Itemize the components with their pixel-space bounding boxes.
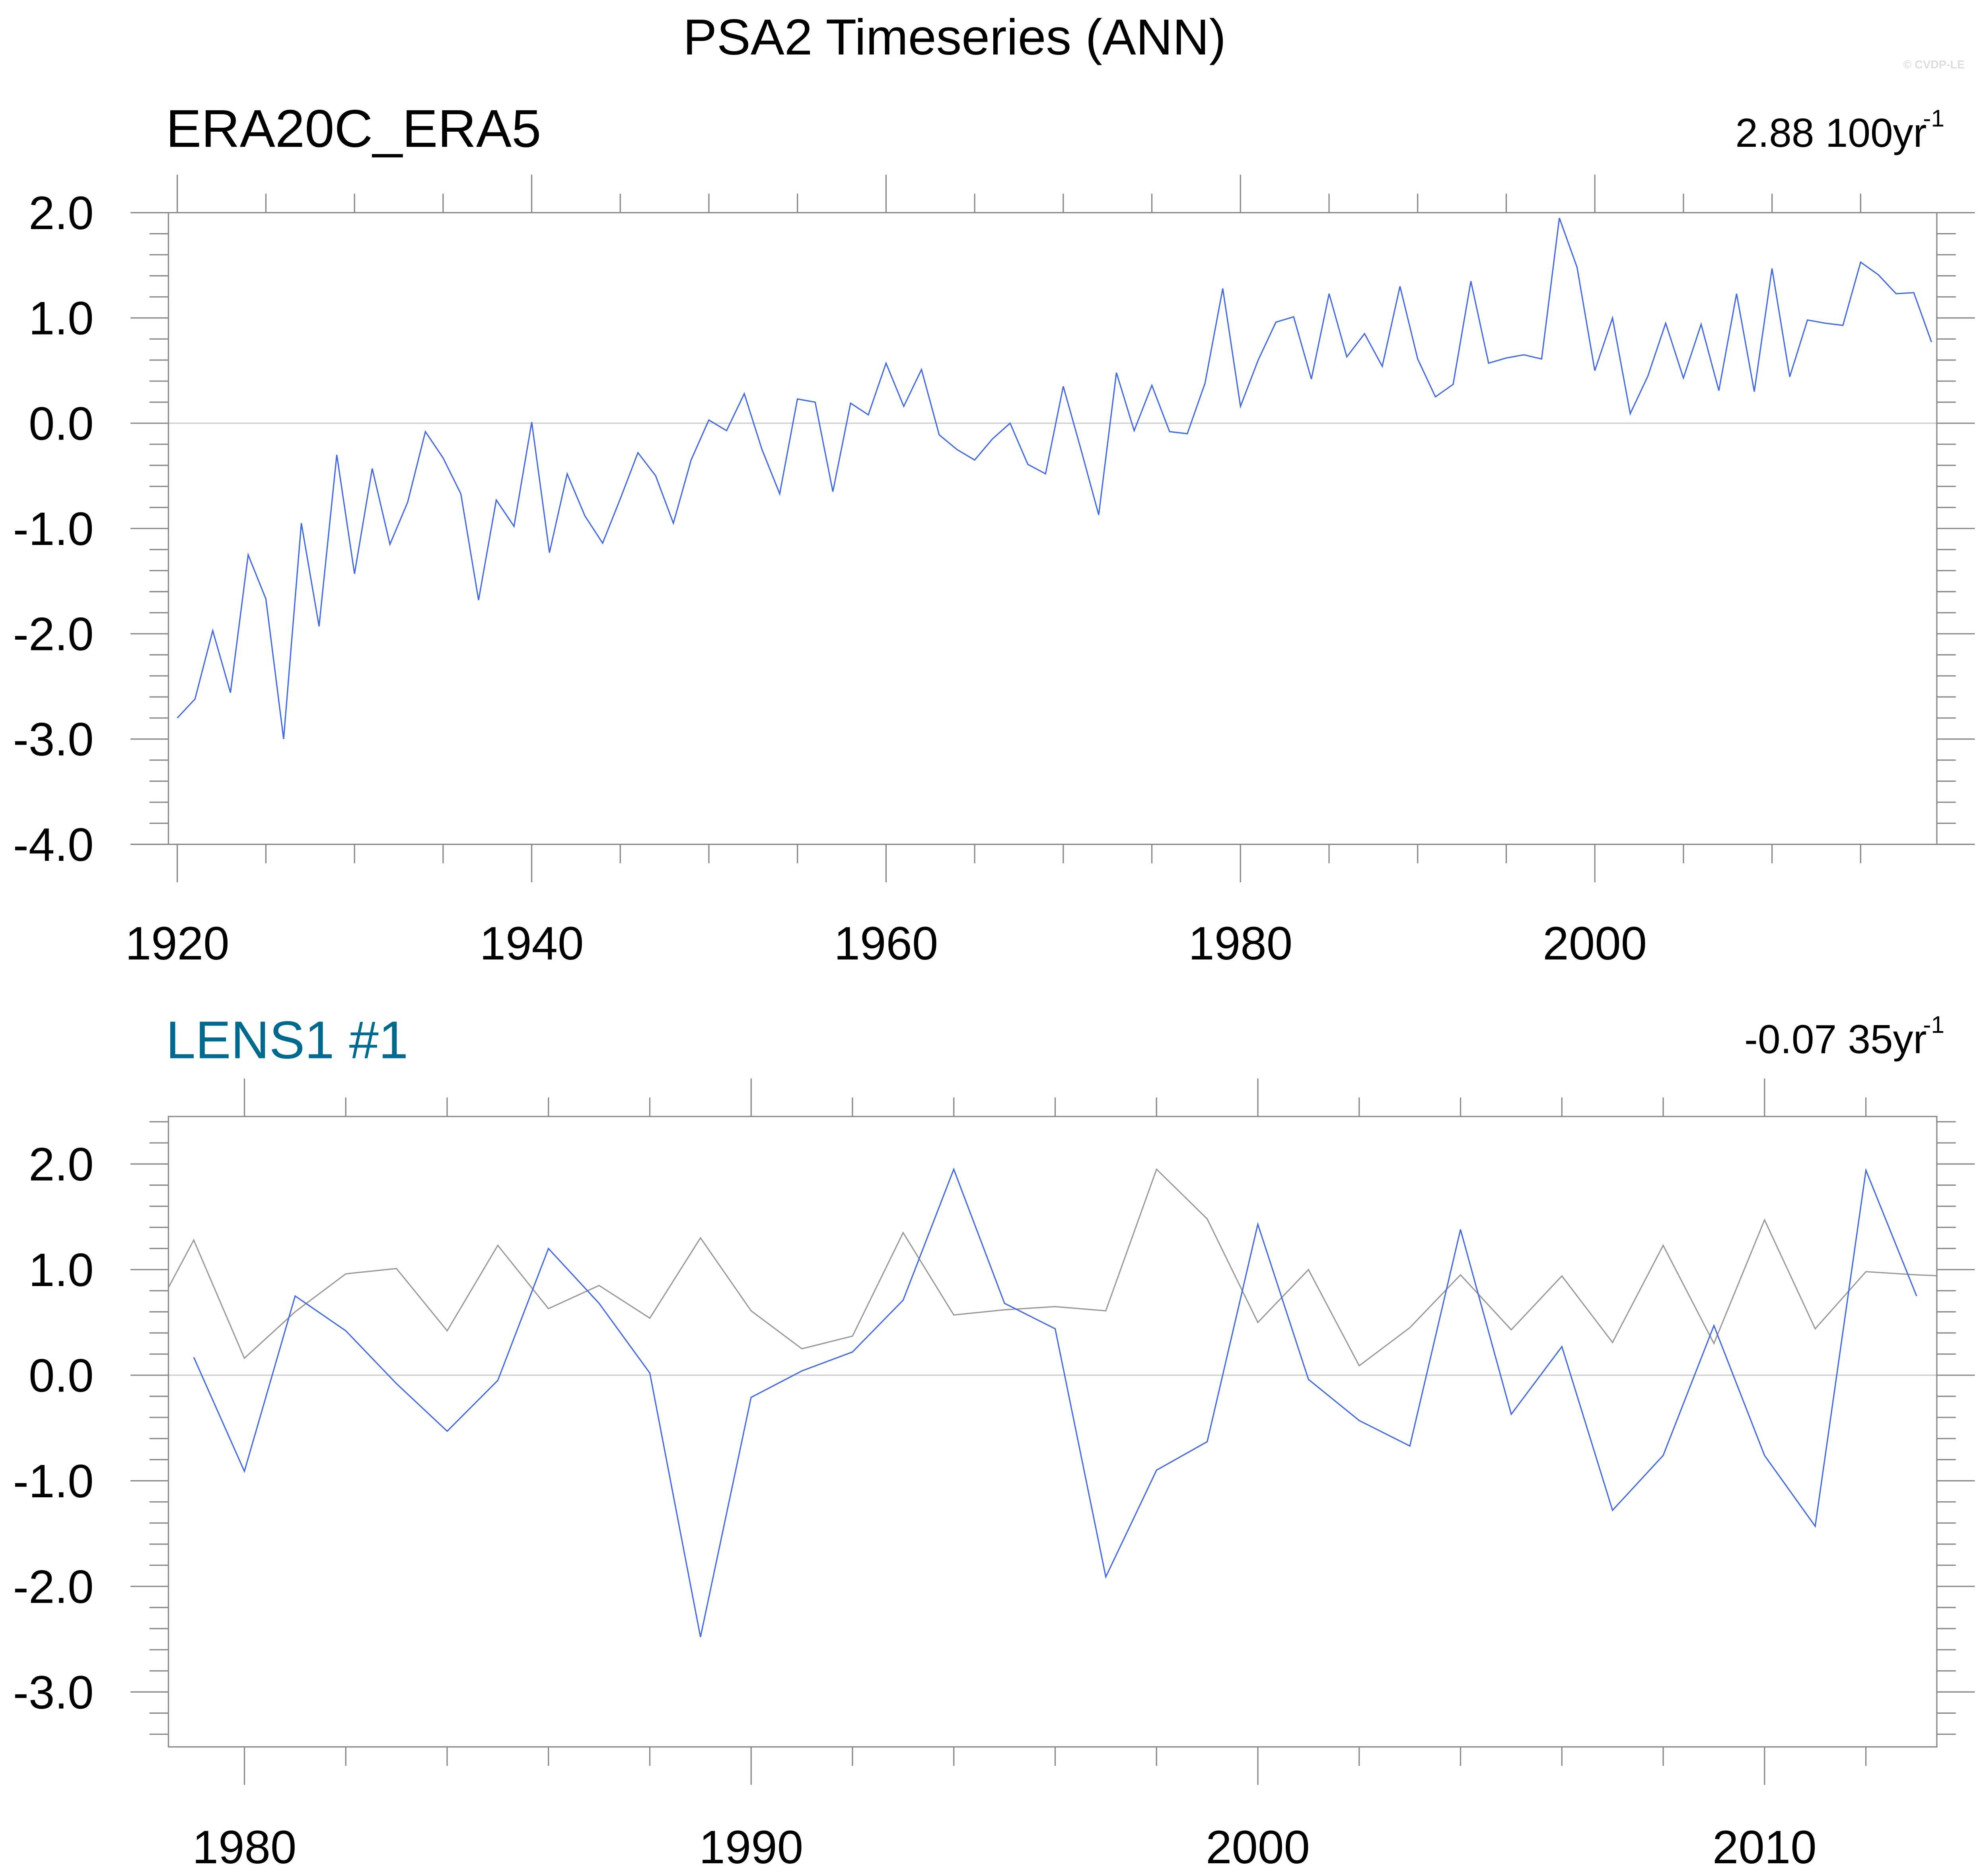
x-tick-label: 2000 bbox=[1206, 1821, 1310, 1873]
series-line-era20c-era5 bbox=[168, 1168, 1937, 1367]
panel-era20c-era5: ERA20C_ERA5 2.88 100yr-1 1920 1940 1960 1980 2… bbox=[13, 99, 1975, 969]
trend-superscript: -1 bbox=[1923, 1011, 1944, 1038]
trend-label: -0.07 35yr bbox=[1744, 1017, 1927, 1062]
x-tick-label: 1990 bbox=[699, 1821, 803, 1873]
x-tick-label: 1960 bbox=[834, 917, 938, 969]
y-tick-label: 2.0 bbox=[29, 187, 94, 239]
y-tick-label: -3.0 bbox=[13, 1666, 94, 1718]
x-tick-label: 1980 bbox=[193, 1821, 297, 1873]
trend-superscript: -1 bbox=[1923, 105, 1944, 132]
y-tick-label: 2.0 bbox=[29, 1138, 94, 1191]
panel-lens1: LENS1 #1 -0.07 35yr-1 1980 1990 2000 2010 2.0 1… bbox=[13, 1010, 1975, 1873]
panel-title: LENS1 #1 bbox=[166, 1010, 408, 1070]
x-tick-label: 1920 bbox=[125, 917, 230, 969]
y-tick-label: -1.0 bbox=[13, 502, 94, 555]
watermark: © CVDP-LE bbox=[1903, 58, 1965, 71]
plot-frame bbox=[167, 212, 1938, 845]
y-tick-label: -4.0 bbox=[13, 818, 94, 871]
x-tick-label: 2000 bbox=[1543, 917, 1647, 969]
panel-title: ERA20C_ERA5 bbox=[166, 99, 541, 158]
series-line-lens1-1 bbox=[193, 1167, 1917, 1637]
series-line-era20c-era5 bbox=[177, 218, 1932, 739]
y-tick-label: 0.0 bbox=[29, 397, 94, 450]
y-tick-label: -2.0 bbox=[13, 608, 94, 660]
x-tick-label: 1980 bbox=[1188, 917, 1292, 969]
x-tick-label: 1940 bbox=[480, 917, 584, 969]
y-tick-label: 1.0 bbox=[29, 1244, 94, 1296]
y-tick-label: -1.0 bbox=[13, 1455, 94, 1507]
plot-frame bbox=[167, 1116, 1938, 1748]
y-tick-label: 0.0 bbox=[29, 1349, 94, 1401]
x-tick-label: 2010 bbox=[1713, 1821, 1817, 1873]
trend-label: 2.88 100yr bbox=[1735, 110, 1927, 156]
y-tick-label: 1.0 bbox=[29, 292, 94, 344]
y-tick-label: -2.0 bbox=[13, 1560, 94, 1613]
y-tick-label: -3.0 bbox=[13, 713, 94, 765]
figure-title: PSA2 Timeseries (ANN) bbox=[683, 9, 1226, 65]
